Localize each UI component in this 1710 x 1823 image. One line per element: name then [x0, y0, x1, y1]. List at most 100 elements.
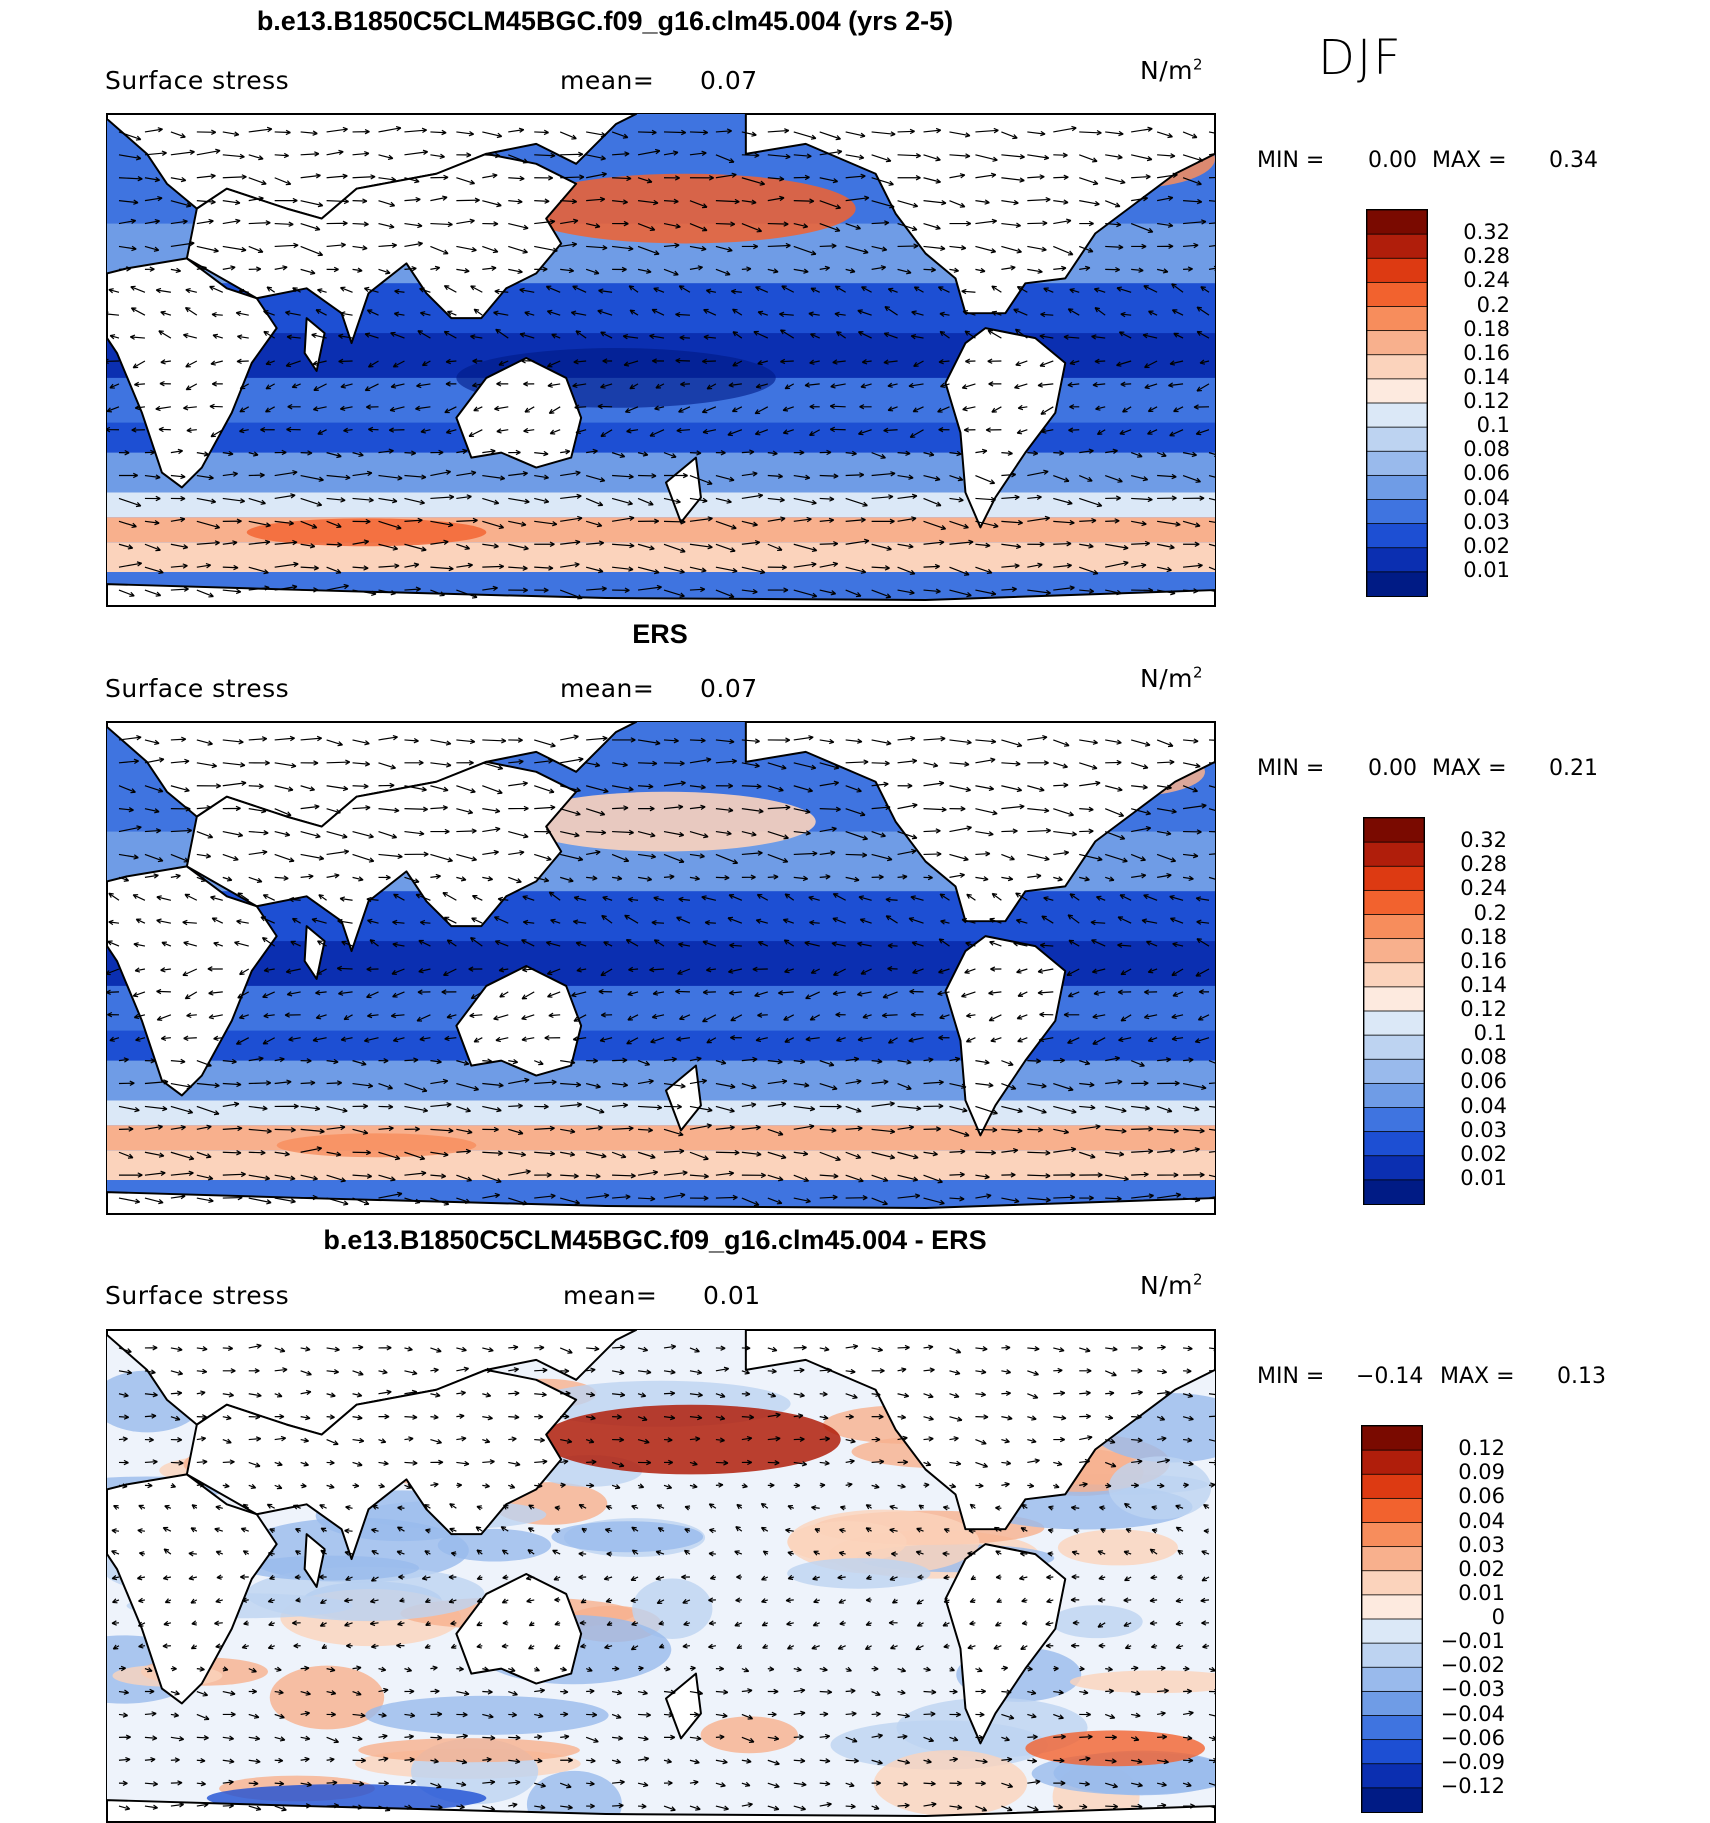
stress-arrow [923, 1461, 932, 1467]
stress-arrow [534, 565, 554, 571]
stress-arrow [560, 470, 581, 477]
stress-arrow [1157, 1057, 1172, 1063]
stress-arrow [598, 288, 613, 294]
stress-arrow [445, 381, 457, 387]
stress-arrow [715, 738, 735, 745]
stress-arrow [845, 154, 865, 160]
stress-arrow [1208, 543, 1215, 547]
stress-arrow [118, 176, 143, 182]
stress-arrow [638, 805, 655, 812]
stress-arrow [586, 1712, 598, 1718]
stress-arrow [1079, 1172, 1103, 1178]
stress-arrow [767, 785, 784, 792]
stress-arrow [352, 1197, 370, 1206]
stress-arrow [420, 428, 431, 434]
stress-arrow [637, 148, 661, 156]
stress-arrow [804, 940, 820, 947]
stress-arrow [612, 1437, 625, 1443]
stress-arrow [1100, 1528, 1106, 1534]
stress-arrow [663, 760, 685, 767]
stress-arrow [274, 129, 291, 136]
stress-arrow [135, 1036, 146, 1042]
stress-arrow [170, 1712, 180, 1718]
stress-arrow [404, 1734, 414, 1740]
stress-arrow [364, 332, 379, 339]
stress-arrow [1117, 989, 1132, 995]
colorbar-swatch [1361, 1666, 1423, 1693]
stress-arrow [897, 175, 921, 181]
stress-arrow [508, 1390, 520, 1396]
stress-arrow [554, 1505, 561, 1511]
stress-arrow [611, 452, 626, 458]
stress-arrow [337, 918, 353, 925]
stress-arrow [897, 1759, 911, 1765]
stress-arrow [741, 808, 764, 814]
stress-arrow [1208, 1459, 1215, 1466]
stress-arrow [482, 762, 504, 771]
stress-arrow [1045, 1620, 1054, 1627]
stress-arrow [352, 1082, 374, 1089]
stress-arrow [182, 919, 197, 926]
stress-arrow [170, 785, 190, 793]
stress-arrow [404, 1126, 420, 1132]
stress-arrow [315, 990, 327, 996]
stress-arrow [419, 311, 431, 317]
stress-arrow [612, 1665, 620, 1672]
stress-arrow [378, 762, 396, 770]
stress-arrow [995, 1621, 1002, 1627]
stress-arrow [265, 406, 275, 413]
stress-arrow [767, 804, 791, 811]
stress-arrow [1201, 1620, 1210, 1626]
colorbar-tick-label: 0.01 [1458, 1580, 1505, 1605]
stress-arrow [144, 1667, 153, 1673]
stress-arrow [975, 1688, 986, 1695]
stress-arrow [1197, 1014, 1210, 1021]
stress-arrow [1208, 176, 1215, 179]
stress-arrow [170, 200, 192, 208]
stress-arrow [534, 1367, 548, 1373]
stress-arrow [708, 1597, 716, 1603]
stress-arrow [597, 403, 613, 410]
stress-arrow [1091, 939, 1106, 947]
stress-arrow [138, 1504, 146, 1510]
stress-arrow [975, 1667, 983, 1673]
panel-3-units: N/m2 [1140, 1270, 1204, 1300]
stress-arrow [663, 1805, 676, 1812]
stress-arrow [586, 131, 607, 138]
stress-arrow [340, 1036, 353, 1042]
stress-arrow [917, 1574, 924, 1580]
stress-arrow [352, 128, 370, 135]
stress-arrow [624, 914, 639, 924]
stress-arrow [767, 1346, 778, 1353]
stress-arrow [300, 520, 318, 529]
stress-arrow [430, 265, 441, 272]
stress-arrow [845, 876, 860, 883]
stress-arrow [1053, 1146, 1077, 1153]
stress-arrow [819, 826, 837, 833]
stress-arrow [783, 1014, 795, 1021]
stress-arrow [897, 1435, 908, 1442]
stress-arrow [949, 1483, 957, 1489]
stress-arrow [352, 739, 370, 746]
stress-arrow [1151, 1528, 1158, 1534]
stress-arrow [286, 991, 301, 997]
stress-arrow [390, 331, 405, 339]
stress-arrow [211, 311, 223, 318]
stress-arrow [741, 177, 766, 186]
stress-arrow [897, 243, 919, 249]
stress-arrow [430, 1735, 443, 1741]
stress-arrow [836, 1036, 846, 1042]
stress-arrow [274, 762, 297, 769]
stress-arrow [267, 1644, 275, 1650]
stress-arrow [476, 1643, 483, 1649]
stress-arrow [500, 1526, 509, 1532]
stress-arrow [1001, 519, 1023, 526]
stress-arrow [1079, 1435, 1093, 1441]
stress-arrow [949, 1689, 958, 1695]
stress-arrow [352, 1665, 362, 1671]
stress-arrow [682, 1598, 691, 1604]
stress-arrow [682, 1643, 691, 1649]
stress-arrow [274, 469, 298, 477]
stress-arrow [235, 310, 249, 317]
stress-arrow [819, 1460, 830, 1466]
